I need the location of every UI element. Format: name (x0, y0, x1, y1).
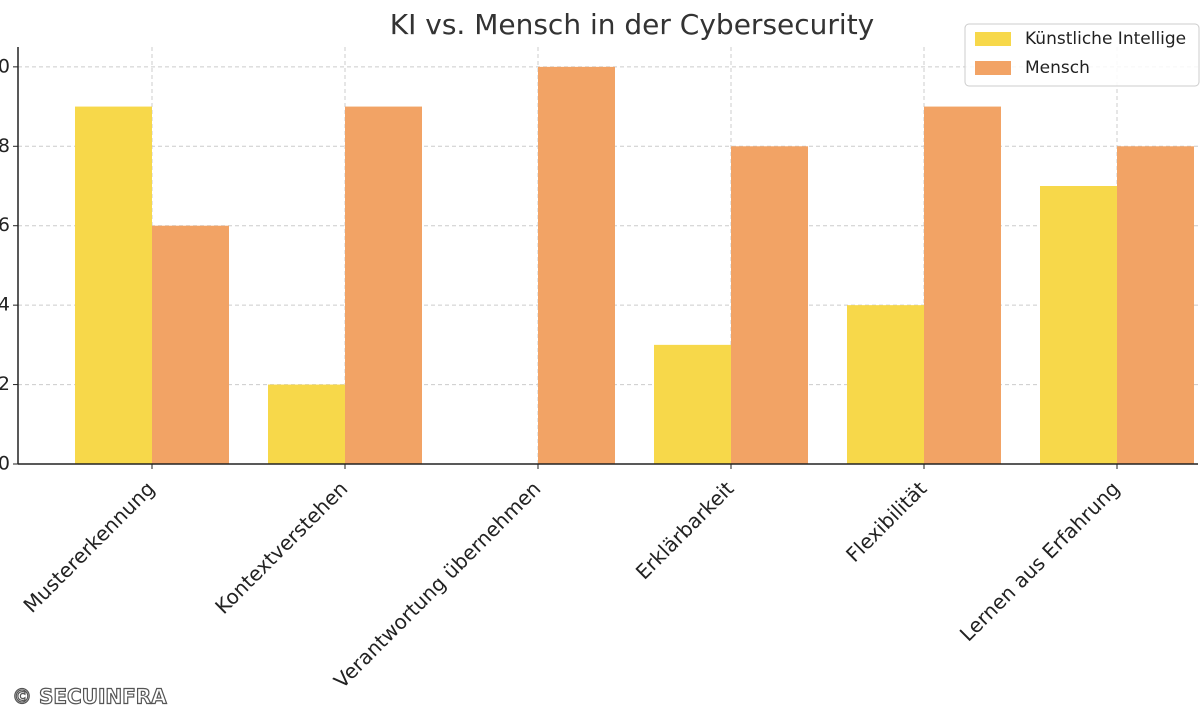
bar (152, 225, 229, 464)
y-tick-label: 8 (0, 135, 10, 157)
legend-swatch (975, 32, 1011, 46)
legend-label: Mensch (1025, 58, 1090, 78)
bar (268, 384, 345, 464)
bar (847, 305, 924, 464)
legend-label: Künstliche Intellige (1025, 29, 1186, 49)
x-tick-label: Verantwortung übernehmen (329, 476, 545, 692)
watermark: © SECUINFRA (12, 685, 167, 709)
bar (345, 106, 422, 465)
x-tick-label: Mustererkennung (18, 476, 159, 617)
x-tick-label: Kontextverstehen (210, 476, 352, 618)
y-tick-label: 6 (0, 214, 10, 236)
bar (75, 106, 152, 465)
y-tick-label: 0 (0, 453, 10, 475)
bar (1040, 186, 1117, 464)
chart-title: KI vs. Mensch in der Cybersecurity (390, 8, 875, 41)
bar (538, 66, 615, 464)
legend-swatch (975, 61, 1011, 75)
x-tick-label: Lernen aus Erfahrung (955, 476, 1125, 646)
bar (654, 344, 731, 464)
x-tick-label: Flexibilität (841, 476, 931, 566)
x-tick-label: Erklärbarkeit (631, 476, 739, 584)
legend-box (964, 23, 1200, 87)
y-tick-label: 2 (0, 373, 10, 395)
legend: Künstliche Intellige Mensch (964, 23, 1200, 87)
bar (731, 146, 808, 465)
bar (924, 106, 1001, 465)
y-tick-label: 10 (0, 55, 10, 77)
y-tick-label: 4 (0, 294, 10, 316)
bar (1117, 146, 1194, 465)
